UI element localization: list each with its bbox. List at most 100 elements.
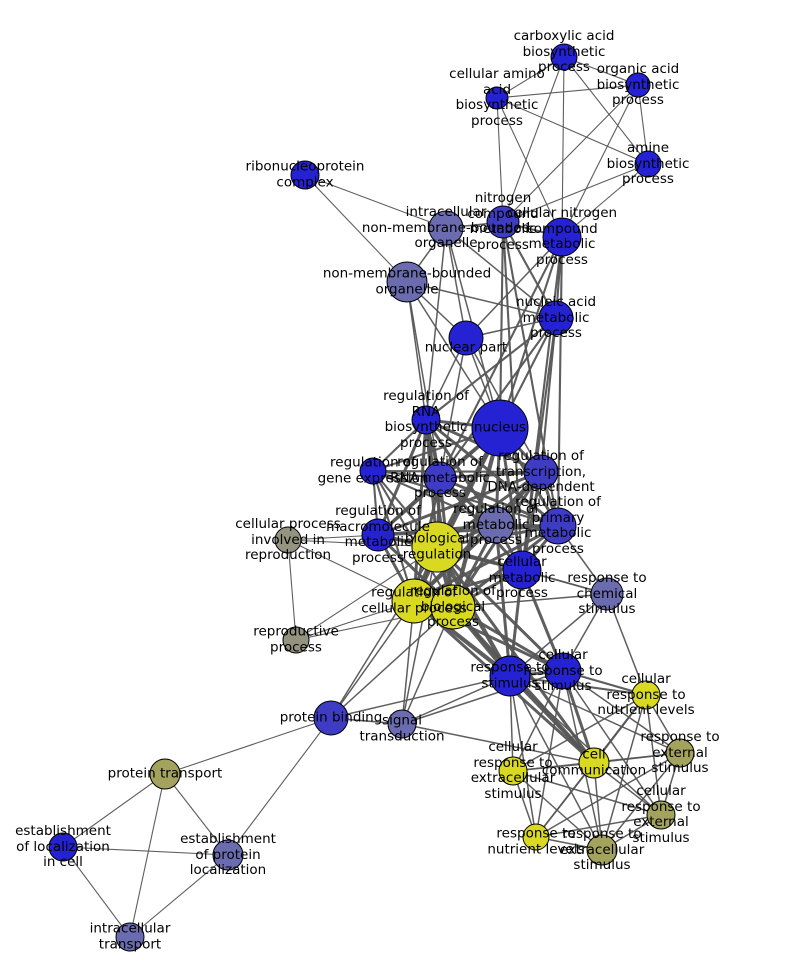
- graph-node-protein_transport[interactable]: protein transport: [149, 758, 181, 790]
- graph-edge: [62, 773, 166, 848]
- graph-edge: [425, 227, 447, 421]
- graph-node-reg_macromolecule_metab[interactable]: regulation of macromolecule metabolic pr…: [361, 518, 395, 552]
- graph-edge: [512, 770, 603, 851]
- graph-edge: [502, 84, 639, 223]
- graph-edge: [509, 593, 608, 677]
- graph-edge: [645, 694, 662, 816]
- graph-node-cellular_response_stimulus[interactable]: cellular response to stimulus: [544, 652, 582, 690]
- graph-edge: [287, 539, 297, 641]
- graph-edge: [401, 723, 595, 764]
- graph-edge: [377, 470, 542, 537]
- graph-edge: [509, 675, 603, 851]
- graph-edge: [425, 317, 557, 421]
- graph-edge: [435, 546, 596, 764]
- graph-edge: [561, 56, 565, 238]
- graph-edge: [406, 281, 501, 429]
- graph-node-response_stimulus[interactable]: response to stimulus: [489, 655, 531, 697]
- graph-edge: [502, 56, 565, 223]
- graph-node-reg_primary_metab[interactable]: regulation of primary metabolic process: [539, 507, 577, 545]
- graph-edge: [439, 337, 467, 479]
- graph-node-cellular_amino_acid_bio[interactable]: cellular amino acid biosynthetic process: [485, 86, 509, 110]
- graph-edge: [304, 174, 447, 229]
- graph-edge: [606, 593, 647, 696]
- graph-edge: [129, 854, 229, 938]
- graph-edge: [512, 670, 564, 772]
- graph-node-organic_acid_bio[interactable]: organic acid biosynthetic process: [625, 72, 651, 98]
- graph-node-nuclear_part[interactable]: nuclear part: [448, 320, 484, 356]
- graph-edge: [330, 600, 415, 719]
- graph-node-intracellular_transport[interactable]: intracellular transport: [115, 922, 145, 952]
- graph-node-signal_transduction[interactable]: signal transduction: [387, 709, 417, 739]
- graph-node-nucleus[interactable]: nucleus: [471, 399, 529, 457]
- graph-edge: [535, 762, 595, 838]
- graph-edge: [601, 752, 681, 851]
- graph-edge: [439, 236, 563, 479]
- graph-edge: [512, 694, 647, 772]
- graph-node-reg_gene_expr[interactable]: regulation of gene expression: [359, 457, 387, 485]
- graph-edge: [164, 717, 332, 775]
- graph-edge: [439, 317, 557, 479]
- graph-node-reg_metab[interactable]: regulation of metabolic process: [477, 506, 515, 544]
- graph-node-cellular_metab[interactable]: cellular metabolic process: [502, 550, 542, 590]
- graph-edge: [445, 227, 557, 319]
- graph-node-response_chemical_stimulus[interactable]: response to chemical stimulus: [590, 577, 624, 611]
- graph-edge: [509, 674, 647, 697]
- graph-node-nucleic_acid_metab[interactable]: nucleic acid metabolic process: [538, 300, 574, 336]
- graph-node-ribonucleoprotein_complex[interactable]: ribonucleoprotein complex: [290, 160, 320, 190]
- graph-node-establishment_protein_localization[interactable]: establishment of protein localization: [212, 839, 244, 871]
- graph-node-reg_transcription_dna[interactable]: regulation of transcription, DNA-depende…: [523, 454, 559, 490]
- graph-node-biological_regulation[interactable]: biological regulation: [411, 521, 463, 573]
- graph-edge: [535, 814, 662, 838]
- graph-node-response_external_stimulus[interactable]: response to external stimulus: [665, 738, 695, 768]
- graph-edge: [445, 227, 467, 339]
- graph-node-intracellular_non_membrane_organelle[interactable]: intracellular non-membrane-bounded organ…: [428, 210, 464, 246]
- graph-edge: [465, 236, 563, 339]
- graph-node-nitrogen_compound_metab[interactable]: nitrogen compound metabolic process: [486, 205, 520, 239]
- graph-node-reg_cellular_process[interactable]: regulation of cellular process: [391, 578, 437, 624]
- graph-node-cellular_response_extracellular_stimulus[interactable]: cellular response to extracellular stimu…: [498, 756, 528, 786]
- graph-edge: [562, 670, 662, 816]
- graph-edge: [406, 281, 441, 479]
- graph-node-reproductive_process[interactable]: reproductive process: [282, 626, 310, 654]
- graph-edge: [509, 675, 537, 838]
- graph-node-response_extracellular_stimulus[interactable]: response to extracellular stimulus: [586, 834, 618, 866]
- graph-edge: [227, 717, 332, 856]
- graph-node-carboxylic_acid_bio[interactable]: carboxylic acid biosynthetic process: [550, 43, 578, 71]
- graph-edge: [512, 770, 662, 816]
- graph-edge: [62, 846, 131, 938]
- graph-edge: [496, 97, 504, 223]
- graph-edge: [496, 97, 563, 238]
- graph-edge: [295, 546, 438, 641]
- graph-node-cellular_nitrogen_compound_metab[interactable]: cellular nitrogen compound metabolic pro…: [542, 217, 582, 257]
- graph-edge: [62, 846, 229, 856]
- graph-node-cellular_process_reproduction[interactable]: cellular process involved in reproductio…: [274, 526, 302, 554]
- graph-edge: [561, 84, 639, 238]
- graph-edge: [562, 670, 681, 754]
- graph-edge: [304, 174, 408, 283]
- graph-edge: [406, 281, 557, 319]
- graph-edge: [435, 545, 565, 673]
- graph-node-reg_rna_bio[interactable]: regulation of RNA biosynthetic process: [411, 405, 441, 435]
- graph-edge: [330, 606, 454, 719]
- graph-node-non_membrane_organelle[interactable]: non-membrane-bounded organelle: [386, 261, 428, 303]
- graph-node-cellular_response_nutrient_levels[interactable]: cellular response to nutrient levels: [631, 680, 661, 710]
- graph-edge: [496, 97, 649, 165]
- graph-node-reg_rna_metab[interactable]: regulation of RNA metabolic process: [423, 461, 457, 495]
- graph-edge: [287, 539, 415, 602]
- graph-node-cell_communication[interactable]: cell communication: [578, 747, 610, 779]
- graph-edge: [502, 221, 557, 319]
- graph-node-reg_biological_process[interactable]: regulation of biological process: [430, 584, 476, 630]
- graph-edge: [372, 469, 542, 474]
- graph-edge: [376, 419, 428, 536]
- graph-edge: [509, 675, 662, 816]
- graph-edge: [330, 675, 511, 719]
- graph-node-response_nutrient_levels[interactable]: response to nutrient levels: [522, 823, 550, 851]
- graph-node-amine_bio[interactable]: amine biosynthetic process: [634, 150, 662, 178]
- graph-edge: [164, 773, 229, 856]
- graph-node-establishment_localization_cell[interactable]: establishment of localization in cell: [48, 832, 78, 862]
- graph-node-protein_binding[interactable]: protein binding: [313, 700, 349, 736]
- graph-node-cellular_response_external_stimulus[interactable]: cellular response to external stimulus: [646, 800, 676, 830]
- graph-edge: [413, 524, 559, 603]
